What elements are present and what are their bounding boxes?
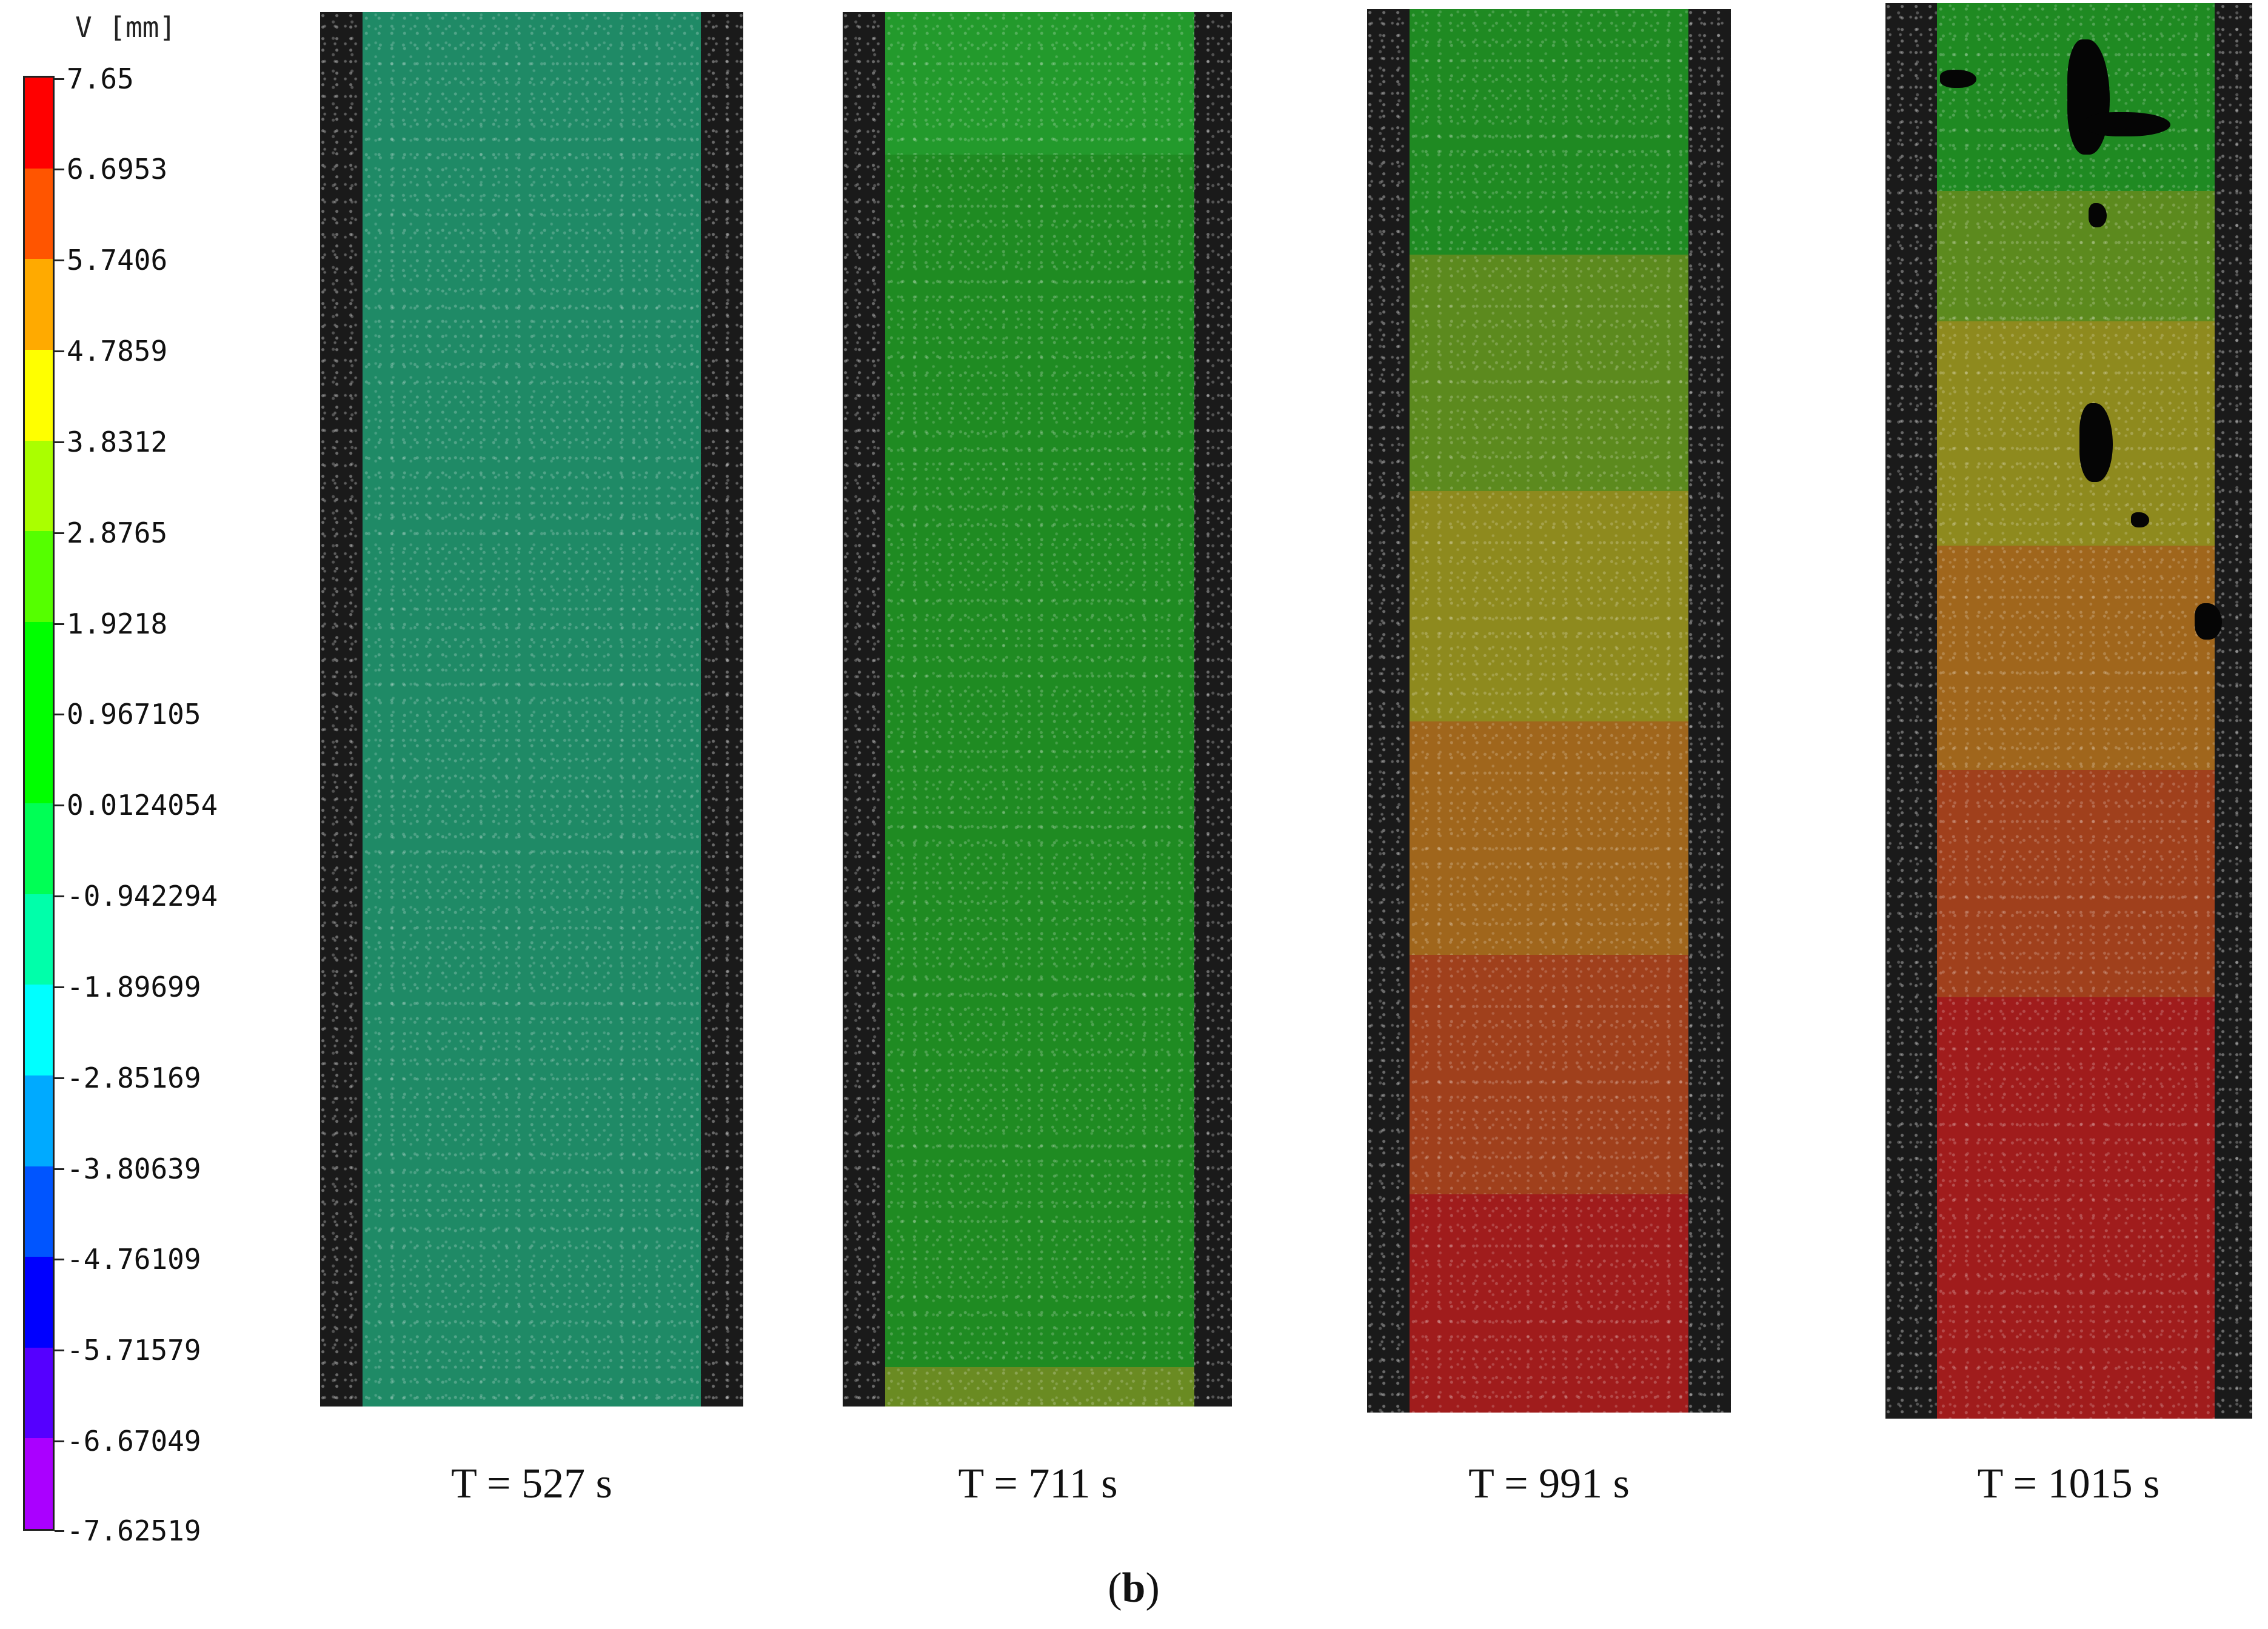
crack-region xyxy=(2195,603,2222,640)
colorbar-segment xyxy=(25,1166,53,1257)
colorbar-tick-mark xyxy=(55,1259,64,1260)
colorbar-tick-mark xyxy=(55,259,64,261)
colorbar-title: V [mm] xyxy=(75,11,176,44)
crack-region xyxy=(2067,39,2110,155)
time-label-4: T = 1015 s xyxy=(1977,1460,2160,1507)
colorbar-segment xyxy=(25,712,53,803)
colorbar xyxy=(23,76,55,1531)
displacement-band xyxy=(1410,1194,1688,1413)
colorbar-labels: 7.65 6.6953 5.7406 4.7859 3.8312 2.8765 … xyxy=(0,0,255,1629)
time-label-3: T = 991 s xyxy=(1468,1460,1630,1507)
colorbar-tick-mark xyxy=(55,532,64,534)
colorbar-tick-label: -3.80639 xyxy=(67,1152,201,1185)
displacement-band xyxy=(1937,546,2215,770)
displacement-band xyxy=(1410,255,1688,491)
time-label-2: T = 711 s xyxy=(958,1460,1118,1507)
colorbar-tick-mark xyxy=(55,1530,64,1532)
specimen-image-2 xyxy=(843,12,1232,1407)
colorbar-tick-mark xyxy=(55,714,64,715)
colorbar-segment xyxy=(25,1438,53,1529)
colorbar-segment xyxy=(25,803,53,894)
colorbar-segment xyxy=(25,621,53,713)
crack-region xyxy=(2086,112,2170,136)
colorbar-tick-label: -1.89699 xyxy=(67,971,201,1003)
displacement-band xyxy=(1410,9,1688,255)
colorbar-tick-label: 2.8765 xyxy=(67,517,168,549)
crack-region xyxy=(2131,512,2149,527)
panel-letter: b xyxy=(1122,1565,1146,1611)
displacement-band xyxy=(1937,770,2215,997)
specimen-image-3 xyxy=(1367,9,1731,1413)
colorbar-segment xyxy=(25,894,53,985)
colorbar-tick-label: -2.85169 xyxy=(67,1062,201,1094)
colorbar-tick-label: 7.65 xyxy=(67,62,134,95)
time-label-1: T = 527 s xyxy=(451,1460,612,1507)
colorbar-tick-mark xyxy=(55,804,64,806)
colorbar-tick-mark xyxy=(55,1350,64,1351)
crack-region xyxy=(1940,70,1976,88)
colorbar-tick-label: 6.6953 xyxy=(67,153,168,186)
colorbar-segment xyxy=(25,531,53,622)
displacement-band xyxy=(885,12,1194,155)
colorbar-segment xyxy=(25,349,53,441)
colorbar-tick-label: 5.7406 xyxy=(67,244,168,276)
colorbar-tick-mark xyxy=(55,895,64,897)
colorbar-tick-mark xyxy=(55,78,64,80)
displacement-band xyxy=(1410,721,1688,955)
specimen-image-1 xyxy=(320,12,743,1407)
colorbar-tick-label: 4.7859 xyxy=(67,335,168,367)
colorbar-segment xyxy=(25,1075,53,1166)
crack-region xyxy=(2089,203,2107,227)
colorbar-segment xyxy=(25,985,53,1075)
colorbar-segment xyxy=(25,1347,53,1439)
colorbar-tick-mark xyxy=(55,350,64,352)
colorbar-tick-label: -7.62519 xyxy=(67,1514,201,1547)
colorbar-tick-mark xyxy=(55,1077,64,1079)
colorbar-tick-label: 1.9218 xyxy=(67,607,168,640)
colorbar-tick-mark xyxy=(55,1168,64,1170)
displacement-band xyxy=(1937,191,2215,321)
colorbar-tick-label: 0.0124054 xyxy=(67,789,218,821)
displacement-band xyxy=(1937,997,2215,1419)
displacement-band xyxy=(885,155,1194,1367)
panel-label: (b) xyxy=(1108,1565,1160,1611)
colorbar-tick-label: -6.67049 xyxy=(67,1425,201,1457)
colorbar-segment xyxy=(25,259,53,350)
colorbar-segment xyxy=(25,78,53,169)
displacement-band xyxy=(1937,321,2215,546)
specimen-image-4 xyxy=(1885,3,2252,1419)
colorbar-tick-label: -0.942294 xyxy=(67,880,218,912)
displacement-band xyxy=(1410,491,1688,721)
colorbar-tick-label: 0.967105 xyxy=(67,698,201,731)
crack-region xyxy=(2079,403,2113,482)
colorbar-segment xyxy=(25,440,53,532)
colorbar-tick-mark xyxy=(55,986,64,988)
displacement-band xyxy=(363,12,701,1407)
colorbar-segment xyxy=(25,168,53,259)
displacement-band xyxy=(1410,955,1688,1194)
colorbar-tick-label: 3.8312 xyxy=(67,426,168,458)
colorbar-segment xyxy=(25,1257,53,1348)
colorbar-tick-mark xyxy=(55,1440,64,1442)
colorbar-tick-label: -4.76109 xyxy=(67,1243,201,1276)
colorbar-tick-mark xyxy=(55,623,64,625)
colorbar-tick-mark xyxy=(55,441,64,443)
colorbar-tick-mark xyxy=(55,169,64,170)
colorbar-tick-label: -5.71579 xyxy=(67,1334,201,1366)
displacement-band xyxy=(885,1367,1194,1407)
